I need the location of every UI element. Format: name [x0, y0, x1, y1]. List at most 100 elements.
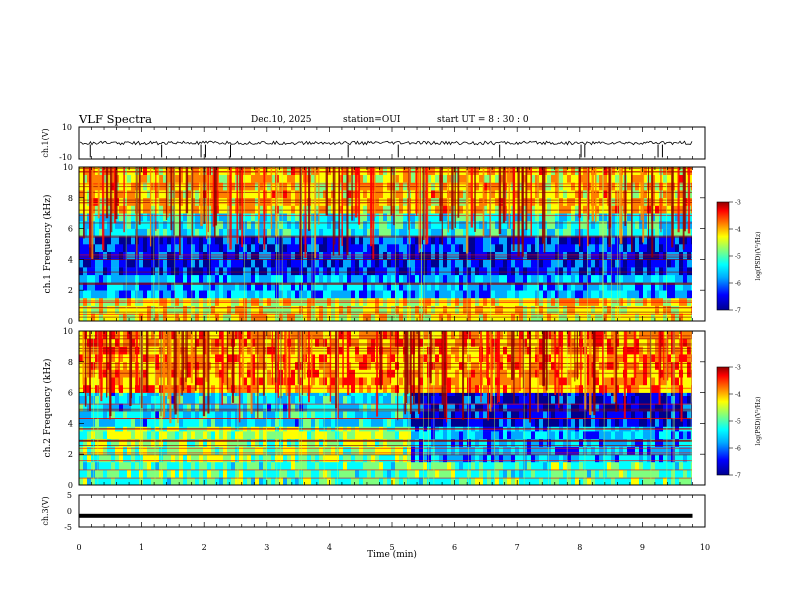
- spec-cell: [363, 384, 367, 393]
- spec-cell: [455, 251, 459, 260]
- spec-cell: [195, 251, 199, 260]
- spec-cell: [375, 454, 379, 463]
- spec-blank: [692, 167, 705, 321]
- spec-cell: [79, 418, 83, 427]
- spec-cell: [375, 446, 379, 455]
- spec-cell: [235, 259, 239, 268]
- spec-cell: [115, 290, 119, 299]
- spec-cell: [179, 205, 183, 214]
- spec-cell: [551, 228, 555, 237]
- spec-cell: [331, 395, 335, 404]
- spec-cell: [191, 282, 195, 291]
- spec-sferic: [489, 167, 491, 238]
- spec-cell: [331, 251, 335, 260]
- spec-cell: [455, 305, 459, 314]
- spec-cell: [271, 174, 275, 183]
- spec-cell: [367, 220, 371, 229]
- spec-cell: [103, 213, 107, 222]
- spec-cell: [227, 251, 231, 260]
- spec-cell: [247, 338, 251, 347]
- spec-cell: [339, 354, 343, 363]
- spec-sferic: [109, 167, 112, 237]
- spec-cell: [199, 259, 203, 268]
- spec-cell: [167, 205, 171, 214]
- spec-cell: [411, 205, 415, 214]
- spec-cell: [523, 228, 527, 237]
- spec-cell: [559, 305, 563, 314]
- spec-cell: [383, 244, 387, 252]
- spec-cell: [599, 213, 603, 222]
- spec-cell: [627, 213, 631, 222]
- spec-cell: [395, 377, 399, 386]
- spec-cell: [219, 190, 223, 199]
- spec-cell: [219, 290, 223, 299]
- spec-cell: [259, 384, 263, 393]
- spec-cell: [403, 461, 407, 470]
- spec-cell: [559, 251, 563, 260]
- spec-cell: [215, 305, 219, 314]
- spec-cell: [491, 174, 495, 183]
- spec-cell: [367, 361, 371, 370]
- spec-cell: [587, 274, 591, 283]
- spec-cell: [183, 228, 187, 237]
- spec-sferic: [541, 167, 545, 244]
- spec-cell: [343, 297, 347, 306]
- spec-cell: [451, 228, 455, 237]
- spec-cell: [219, 305, 223, 314]
- spec-cell: [311, 454, 315, 463]
- spec-cell: [239, 167, 243, 175]
- spec-cell: [195, 361, 199, 370]
- spec-cell: [199, 251, 203, 260]
- spec-cell: [387, 411, 391, 420]
- spec-cell: [295, 197, 299, 206]
- spec-cell: [247, 331, 251, 339]
- spec-cell: [399, 228, 403, 237]
- spec-cell: [575, 274, 579, 283]
- spec-cell: [79, 338, 83, 347]
- spec-cell: [143, 220, 147, 229]
- spec-cell: [411, 274, 415, 283]
- spec-cell: [119, 205, 123, 214]
- spec-cell: [183, 167, 187, 175]
- spec-cell: [679, 305, 683, 314]
- spec-cell: [239, 418, 243, 427]
- spec-cell: [319, 431, 323, 440]
- spec-cell: [255, 438, 259, 447]
- spec-cell: [219, 477, 223, 485]
- spec-cell: [391, 167, 395, 175]
- spec-cell: [283, 461, 287, 470]
- spec-cell: [351, 205, 355, 214]
- spec-cell: [351, 220, 355, 229]
- spec-cell: [643, 167, 647, 175]
- spec-cell: [147, 338, 151, 347]
- spec-cell: [679, 267, 683, 276]
- spec-cell: [315, 213, 319, 222]
- spec-cell: [375, 282, 379, 291]
- spec-cell: [515, 174, 519, 183]
- spec-cell: [127, 423, 131, 432]
- spec-cell: [191, 274, 195, 283]
- spec-cell: [355, 282, 359, 291]
- spec-cell: [667, 274, 671, 283]
- spec-cell: [271, 469, 275, 478]
- spec-cell: [567, 197, 571, 206]
- spec-cell: [243, 423, 247, 432]
- spec-cell: [263, 297, 267, 306]
- spec-cell: [147, 438, 151, 447]
- spec-cell: [243, 354, 247, 363]
- spec-cell: [195, 395, 199, 404]
- spec-cell: [391, 477, 395, 485]
- spec-cell: [339, 290, 343, 299]
- spec-cell: [691, 297, 692, 306]
- spec-cell: [223, 331, 227, 339]
- spec-cell: [283, 259, 287, 268]
- spec-cell: [435, 305, 439, 314]
- spec-cell: [243, 446, 247, 455]
- spec-cell: [335, 461, 339, 470]
- spec-cell: [239, 461, 243, 470]
- spec-cell: [335, 236, 339, 245]
- spec-cell: [527, 305, 531, 314]
- spec-cell: [139, 267, 143, 276]
- spec-cell: [267, 446, 271, 455]
- spec-cell: [375, 290, 379, 299]
